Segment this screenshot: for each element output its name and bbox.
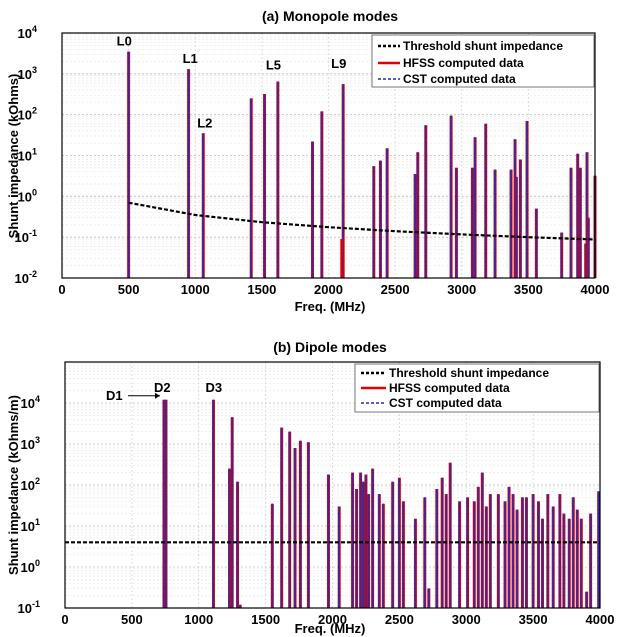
legend-a: Threshold shunt impedance HFSS computed …	[371, 34, 595, 88]
plot-frame-a	[61, 32, 596, 279]
x-tick-label: 2000	[314, 282, 343, 297]
legend-hfss-label-b: HFSS computed data	[389, 381, 510, 395]
annotations-b: D1 D2 D3	[106, 380, 222, 403]
arrow-head	[154, 392, 160, 399]
x-tick-label: 1500	[251, 612, 280, 627]
y-tick-label: 101	[21, 517, 40, 534]
plot-frame-b	[64, 361, 601, 609]
y-tick-label: 10-1	[15, 228, 37, 245]
x-tick-label: 2500	[385, 612, 414, 627]
y-ticks-b: 10-1 100 101 102 103 104	[18, 394, 40, 616]
y-axis-label-a: Shunt impedance (kOhms)	[6, 74, 21, 239]
x-tick-label: 500	[121, 612, 143, 627]
x-tick-label: 4000	[581, 282, 610, 297]
x-axis-label-a: Freq. (MHz)	[295, 299, 366, 314]
x-tick-label: 3000	[447, 282, 476, 297]
dipole-chart: (b) Dipole modes 10-1 100 101 102 103 104 0 50…	[6, 339, 614, 636]
y-tick-label: 102	[18, 106, 37, 123]
x-tick-label: 3500	[514, 282, 543, 297]
legend-b: Threshold shunt impedance HFSS computed …	[354, 363, 600, 413]
legend-threshold-label-b: Threshold shunt impedance	[389, 366, 549, 380]
x-tick-label: 2500	[381, 282, 410, 297]
monopole-chart: (a) Monopole modes 10-210-11001011021031…	[6, 8, 609, 314]
legend-threshold-label-a: Threshold shunt impedance	[403, 39, 563, 53]
y-tick-label: 100	[21, 558, 40, 575]
mode-label-d3: D3	[205, 380, 222, 395]
threshold-line	[128, 201, 596, 241]
y-tick-label: 103	[21, 435, 40, 452]
mode-label-d2: D2	[154, 380, 171, 395]
y-tick-label: 104	[18, 24, 37, 41]
mode-label-l2: L2	[197, 115, 212, 130]
legend-box-b	[354, 363, 600, 413]
mode-label-d1: D1	[106, 388, 123, 403]
y-tick-label: 103	[18, 65, 37, 82]
x-ticks-a: 0 500 1000 1500 2000 2500 3000 3500 4000	[58, 282, 609, 297]
x-tick-label: 1000	[181, 282, 210, 297]
x-tick-label: 0	[61, 612, 68, 627]
mode-label-l5: L5	[266, 57, 281, 72]
legend-hfss-label-a: HFSS computed data	[403, 56, 524, 70]
y-axis-label-b: Shunt impedance (kOhms/m)	[6, 395, 21, 575]
y-tick-label: 102	[21, 476, 40, 493]
y-tick-label: 100	[18, 187, 37, 204]
y-tick-label: 104	[21, 394, 40, 411]
annotations-a: L0 L1 L2 L5 L9	[117, 34, 347, 131]
x-tick-label: 2000	[318, 612, 347, 627]
legend-cst-label-a: CST computed data	[403, 72, 516, 86]
x-tick-label: 500	[118, 282, 140, 297]
marks-a	[127, 51, 597, 278]
x-tick-label: 0	[58, 282, 65, 297]
y-tick-label: 101	[18, 147, 37, 164]
mode-label-l1: L1	[183, 51, 198, 66]
chart-title-a: (a) Monopole modes	[262, 8, 398, 24]
x-tick-label: 1000	[184, 612, 213, 627]
x-tick-label: 1500	[247, 282, 276, 297]
y-tick-label: 10-1	[18, 599, 40, 616]
mode-label-l9: L9	[331, 56, 346, 71]
marks-b	[65, 399, 601, 608]
x-tick-label: 4000	[586, 612, 615, 627]
y-ticks-a: 10-2 10-1 100 101 102 103 104	[15, 24, 37, 286]
legend-box-a	[371, 34, 595, 88]
x-ticks-b: 0 500 1000 1500 2000 2500 3000 3500 4000	[61, 612, 614, 627]
y-tick-label: 10-2	[15, 269, 37, 286]
legend-cst-label-b: CST computed data	[389, 396, 502, 410]
x-axis-label-b: Freq. (MHz)	[295, 621, 366, 636]
x-tick-label: 3500	[519, 612, 548, 627]
chart-title-b: (b) Dipole modes	[273, 339, 387, 355]
mode-label-l0: L0	[117, 34, 132, 49]
x-tick-label: 3000	[452, 612, 481, 627]
